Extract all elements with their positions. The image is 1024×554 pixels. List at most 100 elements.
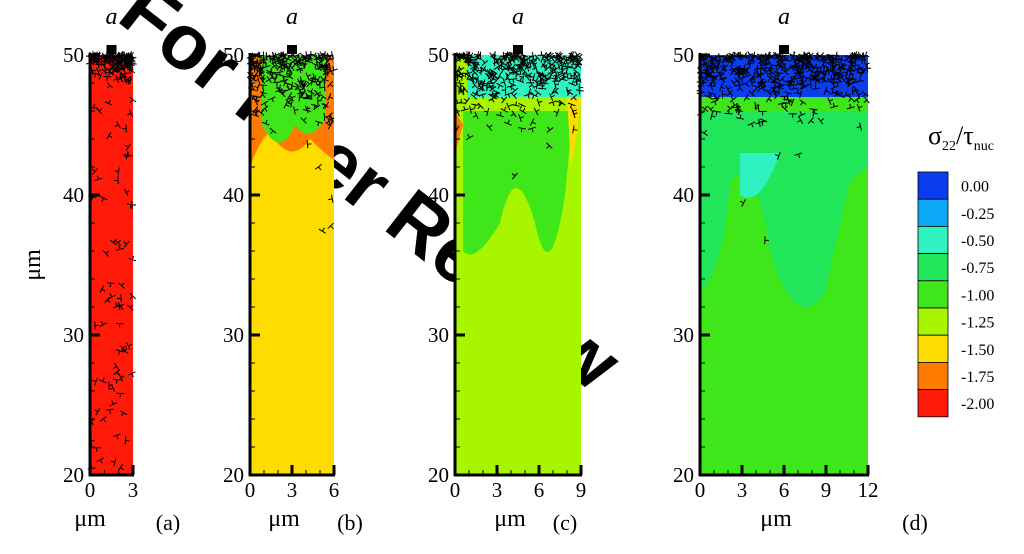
x-axis-label: μm <box>268 506 300 532</box>
panel: 20 30 40 50 0 3 6 9 12 a μm (d) <box>673 4 928 535</box>
dislocation <box>799 64 804 73</box>
dislocation <box>811 84 820 90</box>
colorbar-title-part: σ <box>928 121 942 150</box>
dislocation <box>715 60 724 66</box>
dislocation <box>823 86 830 95</box>
dislocation <box>314 163 322 171</box>
dislocation <box>568 80 576 87</box>
dislocation <box>866 64 872 73</box>
dislocation <box>94 175 103 182</box>
colorbar-label: -0.75 <box>961 260 994 277</box>
dislocation <box>774 151 781 160</box>
dislocation <box>736 84 744 92</box>
dislocation <box>90 67 97 76</box>
y-axis-label: μm <box>20 249 46 281</box>
panel-title: a <box>512 4 524 30</box>
dislocation <box>472 111 479 120</box>
dislocation <box>794 58 803 64</box>
dislocation <box>847 95 855 102</box>
colorbar-label: -2.00 <box>961 396 994 413</box>
dislocation <box>121 72 130 78</box>
dislocation <box>124 436 130 445</box>
dislocation <box>553 108 560 117</box>
dislocation <box>496 82 504 89</box>
dislocation <box>816 66 825 72</box>
dislocation <box>829 88 838 95</box>
dislocation <box>852 85 860 93</box>
dislocation <box>253 98 260 106</box>
dislocation <box>501 86 507 95</box>
dislocation <box>722 55 730 64</box>
dislocation <box>117 74 124 83</box>
dislocation <box>732 103 741 109</box>
dislocation <box>300 83 308 91</box>
dislocation <box>726 105 734 112</box>
x-tick-label: 3 <box>287 478 298 502</box>
dislocation <box>739 64 748 71</box>
dislocation <box>460 105 469 112</box>
dislocation <box>567 74 576 80</box>
dislocation <box>729 96 737 103</box>
dislocation <box>306 140 312 149</box>
dislocation <box>509 78 518 84</box>
dislocation <box>537 71 545 78</box>
y-tick-label: 40 <box>223 183 244 207</box>
dislocation <box>503 51 512 57</box>
dislocation <box>287 95 296 102</box>
dislocation <box>758 110 767 116</box>
dislocation <box>492 77 500 84</box>
dislocation <box>312 61 319 69</box>
dislocation <box>97 55 105 63</box>
dislocation <box>747 121 756 128</box>
dislocation <box>771 82 780 89</box>
dislocation <box>790 84 799 90</box>
dislocation <box>277 61 286 68</box>
dislocation <box>106 131 113 140</box>
dislocation <box>856 77 865 82</box>
dislocation <box>707 106 714 113</box>
dislocation <box>754 73 763 79</box>
dislocation <box>461 85 469 93</box>
dislocation <box>729 68 736 76</box>
dislocation <box>254 68 262 75</box>
dislocation <box>254 83 260 92</box>
dislocation <box>829 55 837 63</box>
dislocation <box>708 56 714 65</box>
x-tick-label: 0 <box>450 478 461 502</box>
dislocation <box>839 64 846 72</box>
y-tick-label: 40 <box>428 183 449 207</box>
dislocation <box>126 75 132 84</box>
dislocation <box>321 52 328 61</box>
dislocation <box>287 99 293 108</box>
dislocation <box>805 58 812 67</box>
dislocation <box>788 98 795 107</box>
dislocation <box>750 78 756 87</box>
dislocation <box>279 76 288 82</box>
dislocation <box>124 61 131 69</box>
dislocation <box>745 62 754 68</box>
dislocation <box>96 107 103 115</box>
dislocation <box>257 109 265 117</box>
dislocation <box>847 60 855 67</box>
contour-region <box>463 111 573 255</box>
dislocation <box>797 111 806 118</box>
y-tick-label: 40 <box>673 183 694 207</box>
dislocation <box>533 107 540 116</box>
dislocation <box>103 55 110 63</box>
colorbar-swatch <box>917 361 949 390</box>
dislocation <box>510 110 517 118</box>
panel-title: a <box>778 4 790 30</box>
dislocation <box>780 96 789 101</box>
dislocation <box>321 103 329 110</box>
dislocation <box>323 62 330 71</box>
colorbar-title-subscript: nuc <box>974 139 994 154</box>
x-tick-label: 3 <box>128 478 139 502</box>
y-tick-label: 20 <box>673 463 694 487</box>
dislocation <box>863 61 870 69</box>
dislocation <box>118 282 125 289</box>
dislocation <box>483 107 490 116</box>
dislocation <box>105 408 114 414</box>
dislocation <box>260 100 269 107</box>
dislocation <box>302 54 309 63</box>
dislocation <box>524 73 531 81</box>
